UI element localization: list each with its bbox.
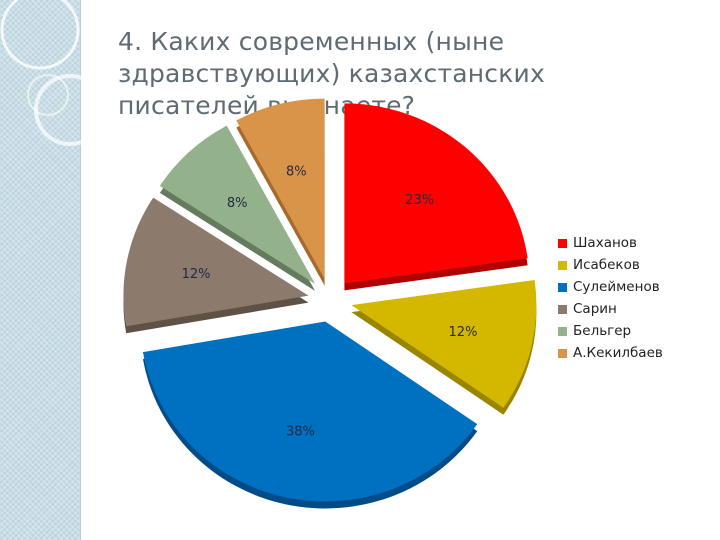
legend-item: Исабеков	[558, 254, 663, 276]
legend-item: Сулейменов	[558, 276, 663, 298]
legend-item: Сарин	[558, 298, 663, 320]
pie-data-label: 23%	[405, 193, 434, 208]
pie-slice	[351, 279, 537, 408]
pie-slice	[159, 125, 316, 284]
legend-swatch	[558, 348, 567, 358]
decorative-circles	[0, 0, 106, 146]
legend-label: Исабеков	[573, 257, 640, 273]
legend-item: А.Кекилбаев	[558, 342, 663, 364]
slide-title: 4. Каких современных (ныне здравствующих…	[118, 27, 545, 120]
pie-data-label: 12%	[182, 267, 211, 282]
legend-label: Шаханов	[573, 235, 638, 251]
legend-swatch	[558, 282, 567, 292]
legend-label: Сулейменов	[573, 279, 660, 295]
legend-label: Сарин	[573, 301, 617, 317]
pie-slice	[236, 98, 325, 279]
legend-swatch	[558, 238, 567, 248]
pie-data-label: 8%	[227, 196, 248, 211]
pie-data-label: 8%	[286, 165, 307, 180]
legend-item: Шаханов	[558, 232, 663, 254]
pie-data-label: 38%	[286, 424, 315, 439]
pie-slice	[123, 197, 309, 327]
pie-slice	[344, 103, 528, 284]
legend-label: А.Кекилбаев	[573, 345, 663, 361]
legend-item: Бельгер	[558, 320, 663, 342]
pie-data-label: 12%	[449, 325, 478, 340]
legend-swatch	[558, 260, 567, 270]
legend-swatch	[558, 326, 567, 336]
legend-label: Бельгер	[573, 323, 632, 339]
legend-swatch	[558, 304, 567, 314]
pie-slice	[142, 321, 478, 502]
chart-legend: Шаханов Исабеков Сулейменов Сарин Бельге…	[558, 232, 663, 364]
